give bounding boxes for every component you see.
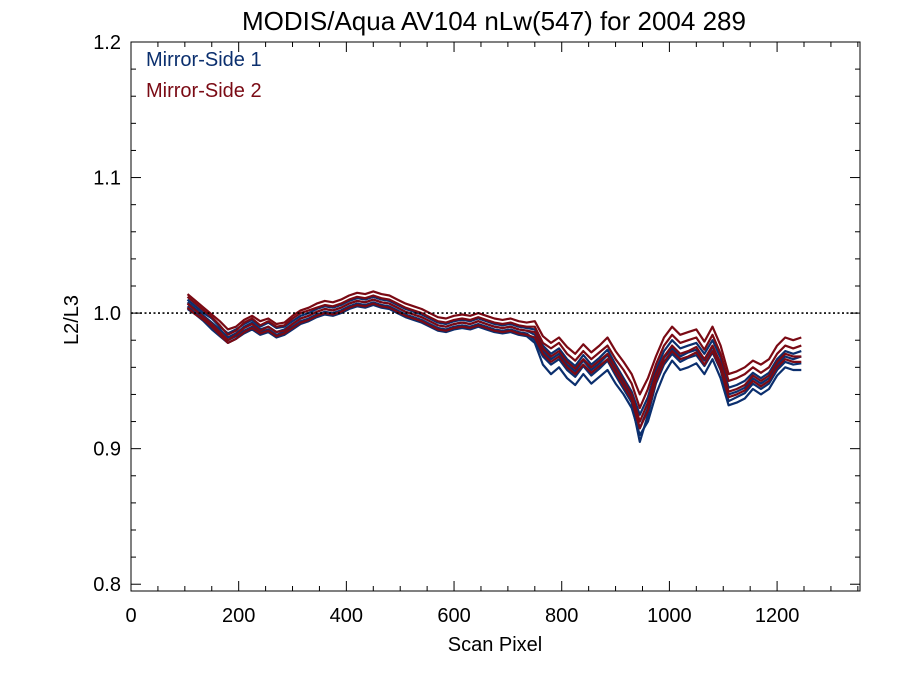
y-tick-label: 1.0 <box>93 303 121 325</box>
x-tick-label: 600 <box>437 605 470 627</box>
y-tick-label: 0.9 <box>93 439 121 461</box>
y-tick-label: 0.8 <box>93 574 121 596</box>
series-line-mirror-side-1-2 <box>186 295 802 416</box>
y-axis-label: L2/L3 <box>61 295 83 345</box>
x-tick-label: 0 <box>125 605 136 627</box>
series-line-mirror-side-2-4 <box>186 294 802 410</box>
y-tick-label: 1.1 <box>93 168 121 190</box>
series-line-mirror-side-2-6 <box>186 290 802 396</box>
legend-entry-mirror-side-2: Mirror-Side 2 <box>146 80 262 102</box>
series-line-mirror-side-2-7 <box>186 302 802 430</box>
x-tick-label: 1000 <box>647 605 692 627</box>
tick-labels: 0 200 400 600 800 1000 1200 0.8 0.9 1.0 1.1 1.2 <box>93 32 799 627</box>
legend-entry-mirror-side-1: Mirror-Side 1 <box>146 49 262 71</box>
x-tick-label: 400 <box>330 605 363 627</box>
legend: Mirror-Side 1 Mirror-Side 2 <box>146 49 262 102</box>
ticks-layer <box>130 41 860 591</box>
chart-title: MODIS/Aqua AV104 nLw(547) for 2004 289 <box>242 6 746 36</box>
plot-frame <box>130 41 861 592</box>
series-line-mirror-side-1-3 <box>186 303 802 437</box>
series-layer <box>186 290 802 443</box>
x-tick-label: 800 <box>545 605 578 627</box>
y-tick-label: 1.2 <box>93 32 121 54</box>
x-tick-label: 1200 <box>755 605 800 627</box>
x-tick-label: 200 <box>222 605 255 627</box>
x-axis-label: Scan Pixel <box>448 634 543 656</box>
series-line-mirror-side-2-5 <box>186 298 802 423</box>
